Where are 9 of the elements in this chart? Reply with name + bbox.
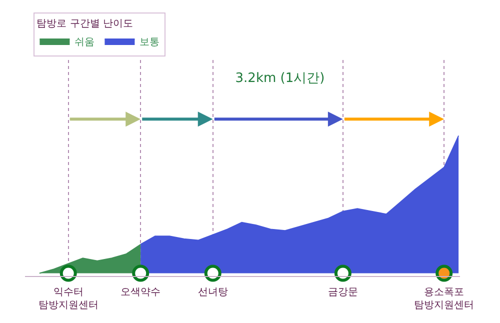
legend-label: 보통 — [140, 36, 160, 48]
chart-title: 3.2km (1시간) — [235, 71, 325, 86]
legend-label: 쉬움 — [74, 36, 95, 48]
x-tick-label: 금강문 — [328, 287, 358, 298]
x-tick-label: 용소폭포 탐방지원센터 — [414, 287, 474, 311]
x-tick-label: 오색약수 — [120, 287, 161, 298]
legend-title: 탐방로 구간별 난이도 — [36, 18, 134, 30]
x-tick-label: 선녀탕 — [198, 287, 228, 298]
x-tick-label: 익수터 탐방지원센터 — [38, 287, 98, 311]
